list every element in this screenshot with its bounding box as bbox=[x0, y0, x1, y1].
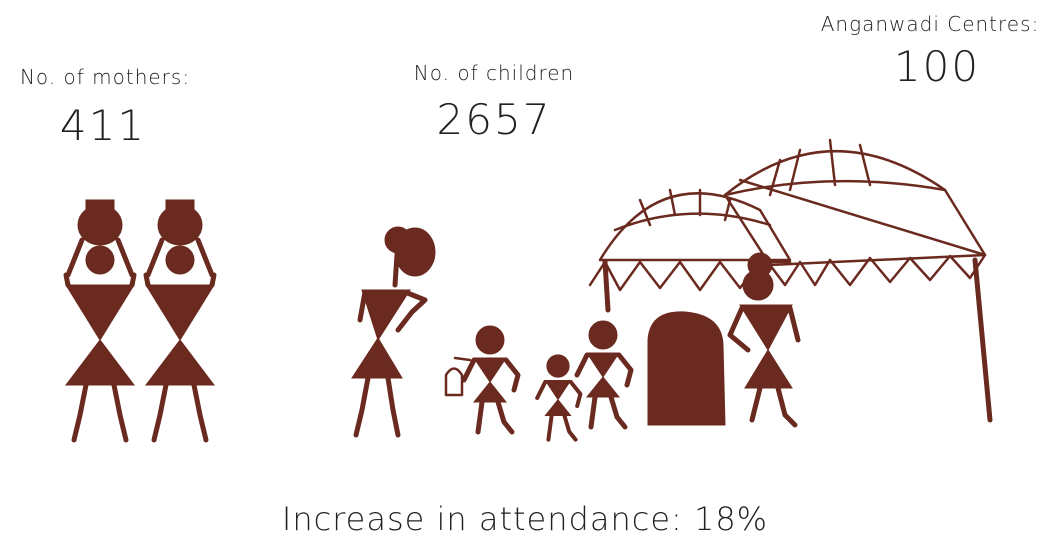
stat-label: Anganwadi Centres: bbox=[821, 12, 1040, 36]
stat-mothers: No. of mothers: 411 bbox=[20, 65, 190, 150]
woman-figure bbox=[146, 200, 214, 440]
child-figure bbox=[577, 321, 631, 427]
child-figure bbox=[537, 355, 580, 440]
door bbox=[648, 312, 725, 425]
stat-value: 411 bbox=[60, 101, 146, 150]
footer-text: Increase in attendance: 18% bbox=[282, 500, 768, 533]
stat-label: No. of children bbox=[414, 61, 574, 85]
woman-figure bbox=[66, 200, 134, 440]
stat-centres: Anganwadi Centres: 100 bbox=[821, 12, 1040, 91]
child-figure bbox=[464, 326, 518, 432]
infographic: No. of mothers: 411 No. of children 2657… bbox=[0, 0, 1051, 533]
woman-figure bbox=[352, 227, 435, 435]
stat-label: No. of mothers: bbox=[20, 65, 190, 89]
stat-value: 2657 bbox=[437, 95, 552, 144]
stat-value: 100 bbox=[894, 42, 980, 91]
illustration bbox=[66, 140, 990, 440]
stat-children: No. of children 2657 bbox=[414, 61, 574, 144]
